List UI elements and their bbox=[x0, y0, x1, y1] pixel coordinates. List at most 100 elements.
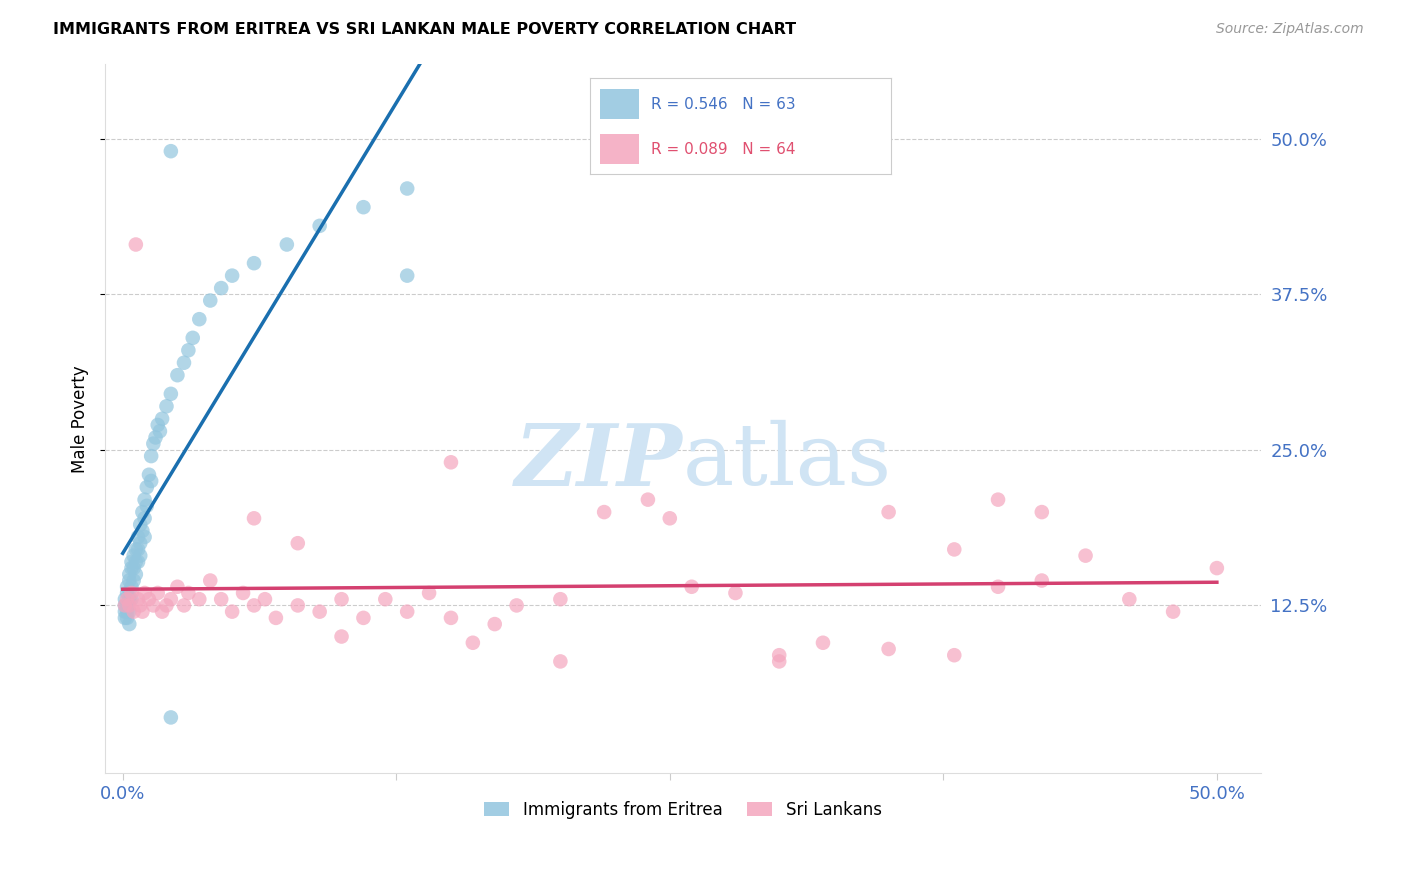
Point bbox=[1031, 574, 1053, 588]
Point bbox=[141, 449, 163, 463]
Point bbox=[155, 399, 177, 413]
Y-axis label: Male Poverty: Male Poverty bbox=[72, 365, 89, 473]
Point bbox=[127, 530, 149, 544]
Point bbox=[141, 474, 163, 488]
Point bbox=[768, 648, 790, 663]
Point bbox=[461, 636, 484, 650]
Point bbox=[114, 599, 136, 613]
Point bbox=[118, 605, 141, 619]
Point bbox=[209, 592, 232, 607]
Point bbox=[232, 586, 254, 600]
Point bbox=[135, 499, 157, 513]
Point bbox=[114, 592, 136, 607]
Point bbox=[1205, 561, 1227, 575]
Point bbox=[287, 599, 309, 613]
Point bbox=[264, 611, 287, 625]
Point bbox=[115, 580, 138, 594]
Legend: Immigrants from Eritrea, Sri Lankans: Immigrants from Eritrea, Sri Lankans bbox=[478, 794, 889, 825]
Point bbox=[200, 574, 222, 588]
Point bbox=[121, 555, 143, 569]
Point bbox=[374, 592, 396, 607]
Point bbox=[352, 200, 374, 214]
Text: ZIP: ZIP bbox=[515, 419, 683, 503]
Point bbox=[177, 343, 200, 358]
Point bbox=[593, 505, 616, 519]
Point bbox=[308, 219, 330, 233]
Point bbox=[121, 592, 143, 607]
Point bbox=[114, 611, 136, 625]
Point bbox=[118, 574, 141, 588]
Point bbox=[1074, 549, 1097, 563]
Text: atlas: atlas bbox=[683, 420, 891, 503]
Point bbox=[221, 268, 243, 283]
Point bbox=[121, 561, 143, 575]
Point bbox=[115, 611, 138, 625]
Point bbox=[125, 237, 148, 252]
Point bbox=[127, 542, 149, 557]
Point bbox=[131, 605, 153, 619]
Point bbox=[122, 605, 145, 619]
Point bbox=[138, 467, 160, 482]
Point bbox=[243, 599, 266, 613]
Point bbox=[276, 237, 298, 252]
Point bbox=[134, 530, 156, 544]
Point bbox=[122, 561, 145, 575]
Point bbox=[118, 599, 141, 613]
Point bbox=[877, 642, 900, 657]
Point bbox=[173, 599, 195, 613]
Point bbox=[160, 144, 183, 158]
Point bbox=[166, 368, 188, 383]
Point bbox=[243, 511, 266, 525]
Point bbox=[145, 430, 167, 444]
Point bbox=[160, 710, 183, 724]
Point bbox=[440, 611, 463, 625]
Point bbox=[181, 331, 204, 345]
Point bbox=[146, 586, 169, 600]
Point bbox=[166, 580, 188, 594]
Point bbox=[637, 492, 659, 507]
Point bbox=[121, 580, 143, 594]
Point bbox=[122, 574, 145, 588]
Point bbox=[440, 455, 463, 469]
Point bbox=[253, 592, 276, 607]
Point bbox=[200, 293, 222, 308]
Point bbox=[114, 605, 136, 619]
Point bbox=[658, 511, 681, 525]
Point bbox=[352, 611, 374, 625]
Point bbox=[155, 599, 177, 613]
Point bbox=[243, 256, 266, 270]
Point bbox=[131, 524, 153, 538]
Point bbox=[115, 605, 138, 619]
Point bbox=[115, 586, 138, 600]
Point bbox=[1161, 605, 1184, 619]
Point bbox=[943, 542, 966, 557]
Point bbox=[188, 312, 211, 326]
Point bbox=[129, 549, 152, 563]
Point bbox=[125, 567, 148, 582]
Point bbox=[142, 436, 165, 450]
Point bbox=[114, 599, 136, 613]
Point bbox=[131, 505, 153, 519]
Point bbox=[138, 592, 160, 607]
Point bbox=[160, 387, 183, 401]
Point bbox=[150, 411, 173, 425]
Point bbox=[188, 592, 211, 607]
Point bbox=[118, 567, 141, 582]
Point bbox=[418, 586, 440, 600]
Point bbox=[127, 592, 149, 607]
Point bbox=[681, 580, 703, 594]
Point bbox=[768, 655, 790, 669]
Point bbox=[811, 636, 834, 650]
Point bbox=[127, 555, 149, 569]
Point bbox=[1031, 505, 1053, 519]
Point bbox=[129, 536, 152, 550]
Point bbox=[146, 417, 169, 432]
Point bbox=[125, 542, 148, 557]
Point bbox=[118, 592, 141, 607]
Point bbox=[134, 511, 156, 525]
Point bbox=[125, 555, 148, 569]
Point bbox=[177, 586, 200, 600]
Point bbox=[287, 536, 309, 550]
Point bbox=[484, 617, 506, 632]
Point bbox=[115, 599, 138, 613]
